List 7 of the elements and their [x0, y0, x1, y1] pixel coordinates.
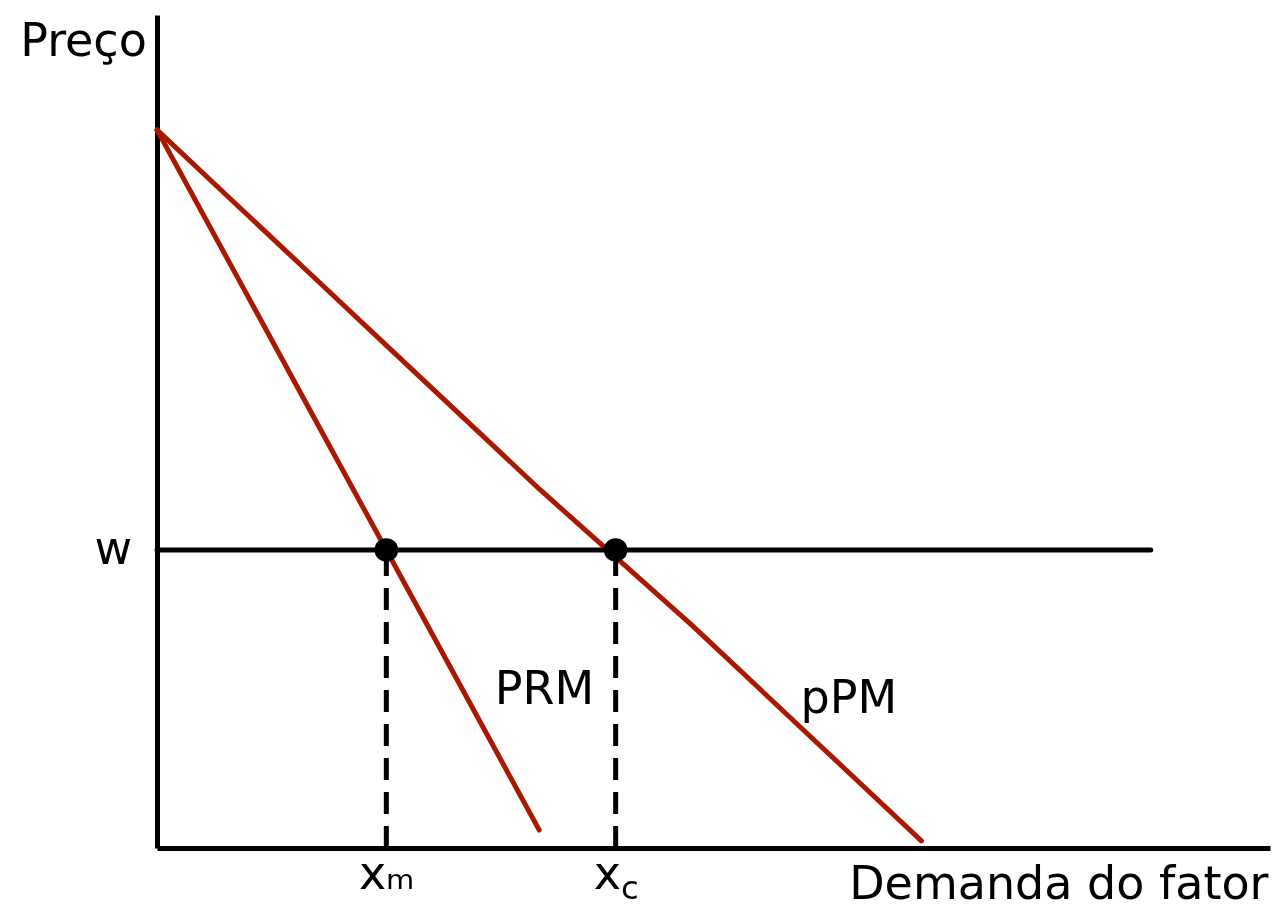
y-axis-title: Preço: [20, 12, 147, 67]
x-tick-label: x$_{c}$: [593, 845, 639, 906]
series-label: PRM: [494, 661, 595, 716]
series-label: pPM: [800, 669, 898, 724]
x-tick-label: xₘ: [358, 845, 415, 900]
series-label: w: [94, 520, 132, 575]
x-axis-title: Demanda do fator: [849, 855, 1269, 906]
